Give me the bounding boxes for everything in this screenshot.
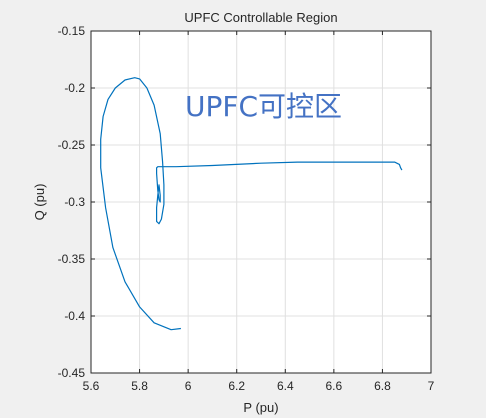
x-tick-label: 6 <box>185 379 192 393</box>
y-tick-label: -0.4 <box>64 309 85 323</box>
y-tick-labels: -0.15 -0.2 -0.25 -0.3 -0.35 -0.4 -0.45 <box>58 24 86 380</box>
x-tick-label: 6.6 <box>326 379 343 393</box>
y-tick-label: -0.35 <box>58 252 86 266</box>
y-tick-label: -0.15 <box>58 24 86 38</box>
y-tick-label: -0.3 <box>64 195 85 209</box>
x-tick-label: 5.6 <box>83 379 100 393</box>
x-axis-label: P (pu) <box>243 400 278 415</box>
x-tick-label: 6.2 <box>228 379 245 393</box>
y-tick-label: -0.2 <box>64 81 85 95</box>
y-axis-label: Q (pu) <box>32 184 47 221</box>
series-group <box>100 77 403 331</box>
y-tick-label: -0.25 <box>58 138 86 152</box>
x-tick-label: 7 <box>428 379 435 393</box>
x-tick-labels: 5.6 5.8 6 6.2 6.4 6.6 6.8 7 <box>83 379 435 393</box>
y-tick-label: -0.45 <box>58 366 86 380</box>
chart-title: UPFC Controllable Region <box>184 10 337 25</box>
x-tick-label: 6.8 <box>374 379 391 393</box>
x-tick-label: 6.4 <box>277 379 294 393</box>
series-line <box>100 77 403 331</box>
x-tick-label: 5.8 <box>131 379 148 393</box>
annotation-text: UPFC可控区 <box>185 90 342 123</box>
tick-group <box>90 30 432 374</box>
